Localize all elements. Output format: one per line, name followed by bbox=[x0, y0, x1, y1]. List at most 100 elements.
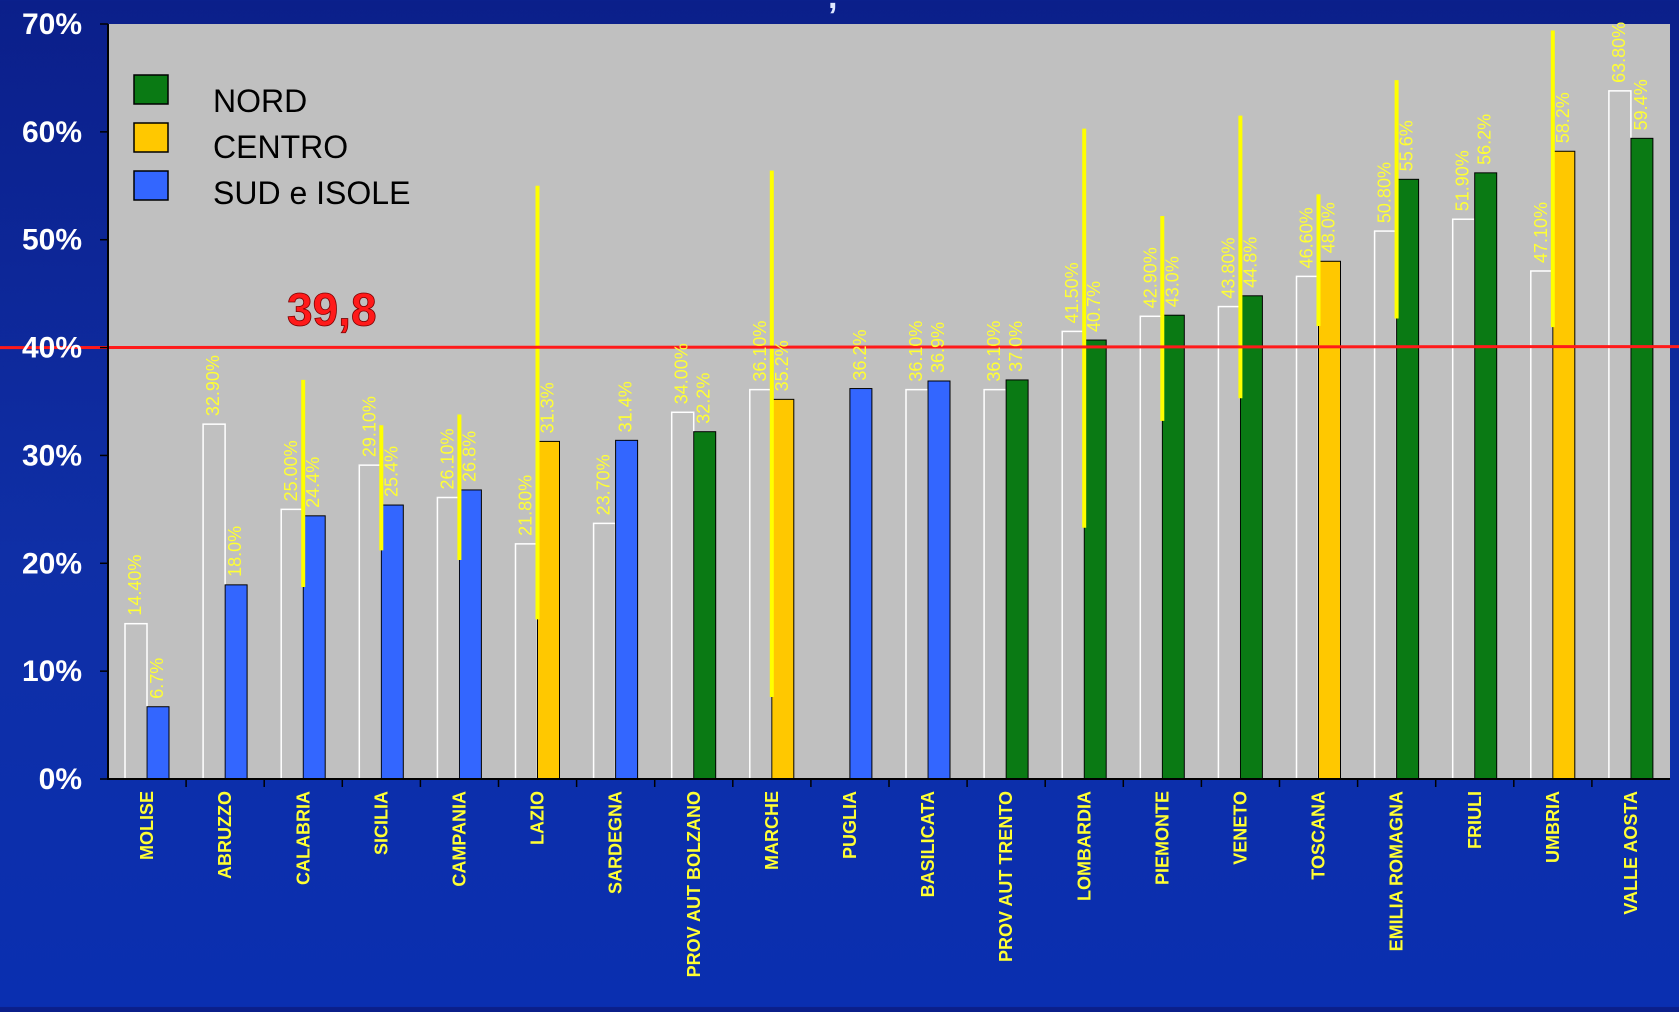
value-label-2009: 32.90% bbox=[203, 355, 223, 416]
bar-2012 bbox=[1239, 295, 1263, 780]
bar-2009 bbox=[436, 496, 461, 780]
value-label-2012: 31.3% bbox=[538, 382, 558, 433]
y-tick-label: 40% bbox=[22, 332, 82, 365]
bar-2009 bbox=[1451, 218, 1476, 780]
value-label-2009: 26.10% bbox=[437, 428, 457, 489]
value-label-2012: 18.0% bbox=[225, 526, 245, 577]
value-label-2012: 55.6% bbox=[1397, 120, 1417, 171]
bar-2012 bbox=[771, 398, 795, 780]
legend: NORD CENTRO SUD e ISOLE bbox=[133, 74, 410, 211]
bar-2012 bbox=[1630, 137, 1654, 780]
bar-2009 bbox=[124, 622, 148, 780]
value-label-2009: 25.00% bbox=[281, 440, 301, 501]
y-tick-label: 30% bbox=[22, 439, 82, 472]
legend-swatch bbox=[133, 170, 169, 201]
bar-2009 bbox=[1061, 330, 1085, 780]
bar-2012 bbox=[1083, 339, 1107, 780]
bar-2009 bbox=[592, 522, 617, 780]
bar-2009 bbox=[670, 411, 695, 780]
category-label: CAMPANIA bbox=[449, 791, 469, 887]
value-label-2012: 36.2% bbox=[850, 330, 870, 381]
bar-2012 bbox=[849, 388, 873, 780]
value-label-2012: 40.7% bbox=[1084, 281, 1104, 332]
category-label: FRIULI bbox=[1465, 791, 1485, 849]
value-label-2009: 43.80% bbox=[1218, 238, 1238, 299]
category-label: SICILIA bbox=[371, 791, 391, 855]
value-label-2009: 63.80% bbox=[1609, 22, 1629, 83]
bar-2009 bbox=[1373, 230, 1398, 780]
bar-2012 bbox=[1474, 172, 1498, 780]
value-label-2009: 29.10% bbox=[359, 396, 379, 457]
bar-2012 bbox=[693, 431, 717, 780]
category-label: LAZIO bbox=[528, 791, 548, 845]
value-label-2012: 56.2% bbox=[1475, 114, 1495, 165]
category-label: UMBRIA bbox=[1543, 791, 1563, 863]
bar-2012 bbox=[224, 584, 248, 780]
value-label-2012: 35.2% bbox=[772, 340, 792, 391]
bar-2009 bbox=[749, 388, 773, 780]
category-label: PUGLIA bbox=[840, 791, 860, 859]
category-label: LOMBARDIA bbox=[1074, 791, 1094, 901]
value-label-2012: 26.8% bbox=[459, 431, 479, 482]
value-label-2009: 21.80% bbox=[516, 475, 536, 536]
value-label-2012: 37.0% bbox=[1006, 321, 1026, 372]
value-label-2009: 34.00% bbox=[672, 343, 692, 404]
category-label: TOSCANA bbox=[1309, 791, 1329, 880]
bar-2012 bbox=[380, 504, 404, 780]
bar-2009 bbox=[1295, 275, 1320, 780]
y-tick-label: 20% bbox=[22, 547, 82, 580]
bar-2009 bbox=[1217, 305, 1242, 780]
y-tick-label: 0% bbox=[39, 763, 82, 796]
category-label: PIEMONTE bbox=[1152, 791, 1172, 885]
value-label-2012: 43.0% bbox=[1162, 256, 1182, 307]
category-label: CALABRIA bbox=[293, 791, 313, 885]
bar-2012 bbox=[1005, 379, 1029, 780]
bar-2009 bbox=[358, 464, 383, 780]
value-label-2012: 24.4% bbox=[303, 457, 323, 508]
bar-2012 bbox=[1161, 314, 1185, 780]
category-label: VENETO bbox=[1230, 791, 1250, 865]
value-label-2009: 51.90% bbox=[1453, 150, 1473, 211]
value-label-2009: 36.10% bbox=[984, 321, 1004, 382]
category-label: EMILIA ROMAGNA bbox=[1387, 791, 1407, 951]
value-label-2009: 36.10% bbox=[906, 321, 926, 382]
bar-2009 bbox=[1139, 315, 1164, 780]
value-label-2012: 31.4% bbox=[616, 381, 636, 432]
category-label: SARDEGNA bbox=[606, 791, 626, 894]
value-label-2012: 6.7% bbox=[147, 658, 167, 699]
legend-label: NORD bbox=[213, 83, 307, 119]
bar-2009 bbox=[983, 388, 1007, 780]
legend-label: CENTRO bbox=[213, 129, 348, 165]
legend-swatch bbox=[133, 74, 169, 105]
bar-2009 bbox=[905, 388, 929, 780]
value-label-2009: 41.50% bbox=[1062, 262, 1082, 323]
average-label: 39,8 bbox=[287, 284, 377, 336]
value-label-2012: 36.9% bbox=[928, 322, 948, 373]
value-label-2012: 48.0% bbox=[1319, 202, 1339, 253]
y-tick-label: 50% bbox=[22, 224, 82, 257]
bar-2012 bbox=[1552, 150, 1576, 780]
value-label-2009: 50.80% bbox=[1375, 162, 1395, 223]
bar-2012 bbox=[1318, 260, 1341, 780]
bar-2009 bbox=[280, 508, 304, 780]
category-label: MARCHE bbox=[762, 791, 782, 870]
value-label-2012: 58.2% bbox=[1553, 92, 1573, 143]
legend-swatch bbox=[133, 122, 169, 153]
legend-label: SUD e ISOLE bbox=[213, 175, 410, 211]
category-label: PROV AUT TRENTO bbox=[996, 791, 1016, 962]
title-fragment: , bbox=[828, 0, 837, 16]
category-label: VALLE AOSTA bbox=[1621, 791, 1641, 915]
bar-2012 bbox=[1396, 178, 1420, 780]
bar-2009 bbox=[202, 423, 226, 780]
y-tick-label: 70% bbox=[22, 8, 82, 41]
bar-2009 bbox=[514, 543, 539, 780]
category-label: ABRUZZO bbox=[215, 791, 235, 879]
value-label-2012: 25.4% bbox=[381, 446, 401, 497]
bar-2012 bbox=[146, 706, 170, 780]
value-label-2009: 47.10% bbox=[1531, 202, 1551, 263]
bar-2012 bbox=[537, 440, 560, 780]
value-label-2009: 14.40% bbox=[125, 555, 145, 616]
bar-2012 bbox=[615, 439, 639, 780]
